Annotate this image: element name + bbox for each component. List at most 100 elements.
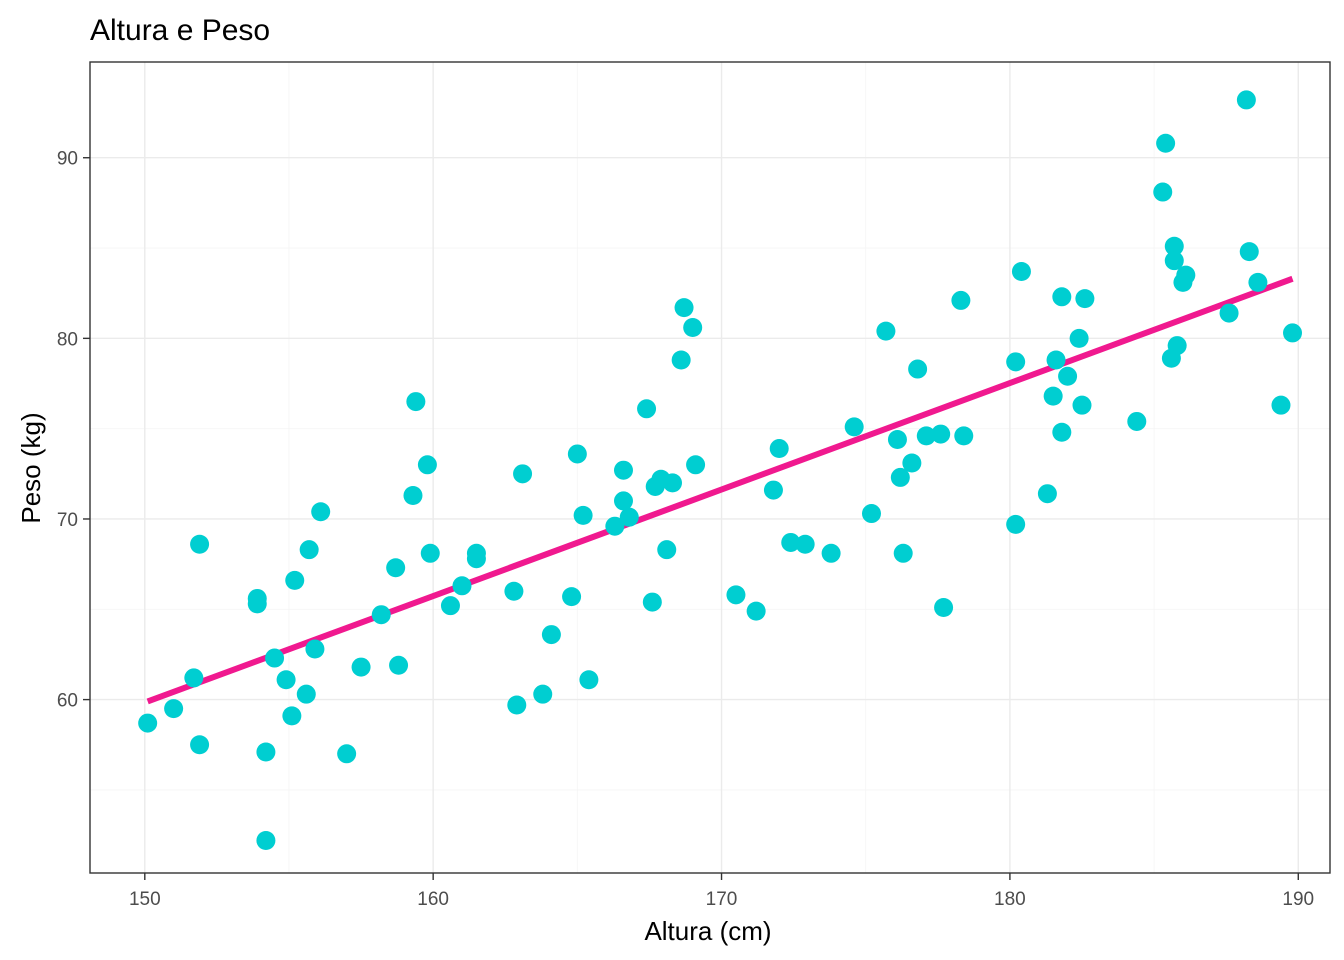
data-point xyxy=(954,426,974,446)
data-point xyxy=(642,592,662,612)
data-point xyxy=(916,426,936,446)
data-point xyxy=(890,467,910,487)
trend-line-layer xyxy=(146,275,1294,705)
data-point xyxy=(902,453,922,473)
data-point xyxy=(663,473,683,493)
data-point xyxy=(567,444,587,464)
data-point xyxy=(265,648,285,668)
data-point xyxy=(605,516,625,536)
data-point xyxy=(887,430,907,450)
data-point xyxy=(389,655,409,675)
data-point xyxy=(190,735,210,755)
axis-ticks: 150 160 170 180 190 60 70 80 90 xyxy=(57,149,1314,910)
data-point xyxy=(726,585,746,605)
data-point xyxy=(1271,395,1291,415)
data-point xyxy=(466,549,486,569)
data-point xyxy=(931,424,951,444)
data-point xyxy=(164,699,184,719)
data-point xyxy=(637,399,657,419)
y-tick-label: 90 xyxy=(57,149,78,170)
y-tick-label: 80 xyxy=(57,329,78,350)
data-point xyxy=(190,534,210,554)
data-point xyxy=(1069,328,1089,348)
data-point xyxy=(1236,90,1256,110)
y-tick-label: 60 xyxy=(57,691,78,712)
data-point xyxy=(296,684,316,704)
data-point xyxy=(821,543,841,563)
trend-line xyxy=(146,275,1294,705)
data-point xyxy=(452,576,472,596)
data-point xyxy=(1127,411,1147,431)
data-point xyxy=(1248,272,1268,292)
data-point xyxy=(795,534,815,554)
data-point xyxy=(861,504,881,524)
data-point xyxy=(513,464,533,484)
y-axis-title: Peso (kg) xyxy=(16,412,46,523)
data-point xyxy=(1164,251,1184,271)
data-point xyxy=(1058,366,1078,386)
data-point xyxy=(256,830,276,850)
data-point xyxy=(579,670,599,690)
data-point xyxy=(1075,289,1095,309)
data-point xyxy=(440,596,460,616)
data-point xyxy=(781,532,801,552)
data-point xyxy=(573,505,593,525)
data-point xyxy=(1219,303,1239,323)
data-point xyxy=(746,601,766,621)
x-tick-label: 190 xyxy=(1282,889,1314,910)
data-point xyxy=(337,744,357,764)
data-point xyxy=(403,485,423,505)
data-point xyxy=(1164,236,1184,256)
data-point xyxy=(504,581,524,601)
data-point xyxy=(613,491,633,511)
x-tick-label: 170 xyxy=(706,889,738,910)
data-point xyxy=(351,657,371,677)
grid-lines xyxy=(90,62,1330,873)
data-point xyxy=(417,455,437,475)
x-tick-label: 150 xyxy=(129,889,161,910)
data-point xyxy=(844,417,864,437)
data-point xyxy=(562,587,582,607)
data-point xyxy=(1052,422,1072,442)
data-point xyxy=(1046,350,1066,370)
chart-title: Altura e Peso xyxy=(90,14,270,47)
data-point xyxy=(1037,484,1057,504)
x-axis-title: Altura (cm) xyxy=(644,916,771,946)
data-point xyxy=(876,321,896,341)
data-point xyxy=(276,670,296,690)
data-point xyxy=(299,540,319,560)
data-point xyxy=(1176,265,1196,285)
data-point xyxy=(1156,133,1176,153)
data-point xyxy=(138,713,158,733)
data-point xyxy=(769,439,789,459)
data-point xyxy=(406,392,426,412)
data-point xyxy=(674,298,694,318)
data-point xyxy=(533,684,553,704)
data-point xyxy=(1052,287,1072,307)
data-point xyxy=(256,742,276,762)
data-point xyxy=(1043,386,1063,406)
data-point xyxy=(285,570,305,590)
data-point xyxy=(619,507,639,527)
x-tick-label: 160 xyxy=(417,889,449,910)
data-point xyxy=(613,460,633,480)
data-point xyxy=(1072,395,1092,415)
data-point xyxy=(371,605,391,625)
data-point xyxy=(507,695,527,715)
data-point xyxy=(1011,262,1031,282)
data-point xyxy=(311,502,331,522)
data-point xyxy=(763,480,783,500)
data-points xyxy=(138,90,1303,850)
data-point xyxy=(908,359,928,379)
data-point xyxy=(420,543,440,563)
data-point xyxy=(686,455,706,475)
data-point xyxy=(1006,352,1026,372)
data-point xyxy=(282,706,302,726)
data-point xyxy=(386,558,406,578)
data-point xyxy=(541,625,561,645)
plot-panel-border xyxy=(89,61,1331,874)
data-point xyxy=(683,318,703,338)
data-point xyxy=(893,543,913,563)
data-point xyxy=(657,540,677,560)
